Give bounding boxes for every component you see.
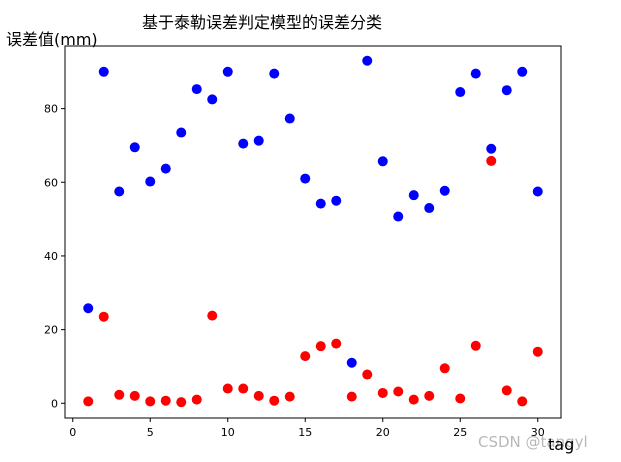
point-s0-10 bbox=[238, 138, 249, 149]
x-tick-label: 10 bbox=[221, 426, 235, 439]
point-s1-8 bbox=[207, 310, 218, 321]
point-s0-20 bbox=[393, 211, 404, 222]
point-s0-18 bbox=[362, 55, 373, 66]
point-s0-19 bbox=[377, 156, 388, 167]
point-s0-0 bbox=[83, 303, 94, 314]
point-s0-13 bbox=[284, 113, 295, 124]
x-axis: 0 5 10 15 20 25 30 bbox=[69, 418, 545, 439]
y-tick-label: 20 bbox=[44, 324, 58, 337]
point-s1-3 bbox=[129, 390, 140, 401]
point-s0-29 bbox=[532, 186, 543, 197]
point-s0-28 bbox=[517, 66, 528, 77]
y-axis: 0 20 40 60 80 bbox=[44, 103, 65, 410]
point-s1-29 bbox=[532, 346, 543, 357]
point-s0-6 bbox=[176, 127, 187, 138]
point-s1-12 bbox=[269, 395, 280, 406]
point-s1-1 bbox=[98, 311, 109, 322]
x-tick-label: 5 bbox=[147, 426, 154, 439]
point-s1-27 bbox=[501, 385, 512, 396]
point-s1-14 bbox=[300, 351, 311, 362]
point-s1-24 bbox=[455, 393, 466, 404]
y-tick-label: 80 bbox=[44, 103, 58, 116]
point-s1-5 bbox=[160, 395, 171, 406]
point-s1-25 bbox=[470, 340, 481, 351]
x-tick-label: 0 bbox=[69, 426, 76, 439]
point-s1-11 bbox=[253, 390, 264, 401]
point-s0-27 bbox=[501, 85, 512, 96]
point-s1-2 bbox=[114, 389, 125, 400]
watermark: CSDN @tangyl bbox=[478, 433, 588, 451]
point-s1-4 bbox=[145, 396, 156, 407]
x-tick-label: 25 bbox=[453, 426, 467, 439]
point-s1-22 bbox=[424, 390, 435, 401]
point-s0-26 bbox=[486, 143, 497, 154]
x-axis-label: tag bbox=[548, 435, 574, 454]
chart-title: 基于泰勒误差判定模型的误差分类 bbox=[142, 13, 382, 32]
point-s0-22 bbox=[424, 203, 435, 214]
point-s0-25 bbox=[470, 68, 481, 79]
point-s0-9 bbox=[222, 66, 233, 77]
point-s0-17 bbox=[346, 357, 357, 368]
point-s1-21 bbox=[408, 394, 419, 405]
point-s1-17 bbox=[346, 391, 357, 402]
y-tick-label: 0 bbox=[51, 397, 58, 410]
point-s0-15 bbox=[315, 198, 326, 209]
point-s0-2 bbox=[114, 186, 125, 197]
point-s0-16 bbox=[331, 195, 342, 206]
point-s0-5 bbox=[160, 163, 171, 174]
point-s1-15 bbox=[315, 341, 326, 352]
x-tick-label: 20 bbox=[376, 426, 390, 439]
point-s1-7 bbox=[191, 394, 202, 405]
point-s0-12 bbox=[269, 68, 280, 79]
x-tick-label: 15 bbox=[298, 426, 312, 439]
point-s0-14 bbox=[300, 173, 311, 184]
point-s1-6 bbox=[176, 397, 187, 408]
y-tick-label: 60 bbox=[44, 176, 58, 189]
point-s1-26 bbox=[486, 155, 497, 166]
point-s1-19 bbox=[377, 387, 388, 398]
point-s0-21 bbox=[408, 190, 419, 201]
plot-frame bbox=[64, 45, 562, 419]
point-s0-4 bbox=[145, 176, 156, 187]
point-s0-8 bbox=[207, 94, 218, 105]
point-s1-20 bbox=[393, 386, 404, 397]
point-s0-23 bbox=[439, 185, 450, 196]
data-points bbox=[83, 55, 543, 408]
point-s0-11 bbox=[253, 135, 264, 146]
point-s1-16 bbox=[331, 338, 342, 349]
point-s0-1 bbox=[98, 66, 109, 77]
point-s0-7 bbox=[191, 84, 202, 95]
point-s1-18 bbox=[362, 369, 373, 380]
point-s1-9 bbox=[222, 383, 233, 394]
point-s1-0 bbox=[83, 396, 94, 407]
point-s1-10 bbox=[238, 383, 249, 394]
y-tick-label: 40 bbox=[44, 250, 58, 263]
point-s1-28 bbox=[517, 396, 528, 407]
x-tick-label: 30 bbox=[531, 426, 545, 439]
y-axis-label: 误差值(mm) bbox=[6, 30, 98, 49]
point-s1-13 bbox=[284, 391, 295, 402]
point-s1-23 bbox=[439, 363, 450, 374]
point-s0-24 bbox=[455, 87, 466, 98]
point-s0-3 bbox=[129, 142, 140, 153]
